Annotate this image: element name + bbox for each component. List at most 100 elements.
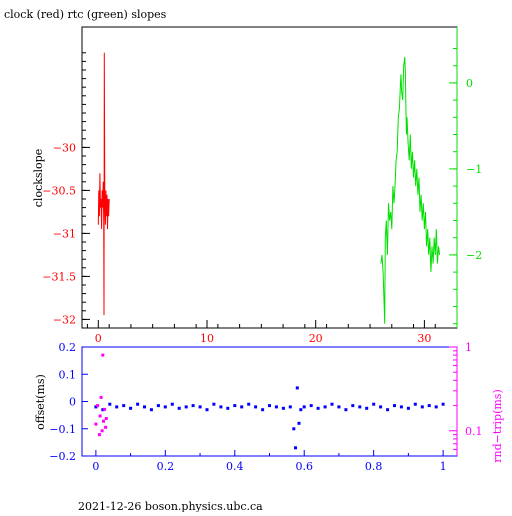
series-magenta-point: [97, 433, 101, 437]
bottom-right-tick-label: 0.1: [465, 425, 483, 438]
series-blue-point: [309, 404, 313, 408]
series-blue-point: [101, 408, 105, 412]
top-right-tick-label: −2: [466, 249, 482, 262]
bottom-x-tick-label: 0.4: [226, 460, 244, 473]
series-blue-point: [198, 405, 202, 409]
bottom-right-tick-label: 1: [465, 341, 472, 354]
series-blue-point: [330, 402, 334, 406]
series-blue-point: [358, 405, 362, 409]
series-blue-point: [434, 405, 438, 409]
series-blue-point: [143, 405, 146, 409]
series-blue-point: [302, 405, 306, 409]
series-blue-point: [156, 404, 160, 408]
series-blue-point: [379, 405, 383, 409]
series-blue-point: [386, 408, 390, 412]
bottom-left-tick-label: 0.2: [59, 341, 77, 354]
series-blue-point: [268, 404, 271, 408]
top-x-tick-label: 10: [200, 332, 214, 345]
top-x-axis: 0 10 20 30: [86, 320, 436, 345]
bottom-x-axis: 0 0.2 0.4 0.6 0.8 1: [92, 450, 447, 473]
bottom-x-tick-label: 0.2: [157, 460, 175, 473]
series-magenta-point: [101, 353, 105, 357]
series-green-line: [380, 57, 441, 324]
series-magenta-point: [100, 429, 104, 433]
series-blue-point: [413, 402, 417, 406]
series-blue-point: [219, 405, 223, 409]
bottom-left-tick-label: 0: [69, 396, 76, 409]
series-magenta-point: [99, 395, 103, 399]
series-blue-point: [122, 404, 126, 408]
series-blue-point: [365, 406, 369, 410]
series-blue-point: [281, 406, 285, 410]
bottom-series: [94, 353, 445, 450]
chart-title: clock (red) rtc (green) slopes: [4, 8, 167, 21]
series-blue-point: [184, 405, 188, 409]
bottom-left-axis: 0.2 0.1 0 −0.1 −0.2: [49, 341, 88, 463]
bottom-plot-frame: [81, 346, 458, 457]
series-blue-point: [240, 405, 244, 409]
top-series: [97, 52, 441, 324]
series-magenta-point: [104, 425, 108, 429]
series-magenta-point: [103, 407, 107, 411]
series-blue-point: [351, 404, 355, 408]
top-left-axis: −30 −30.5 −31 −31.5 −32: [42, 52, 90, 326]
top-plot-frame: [81, 26, 458, 329]
series-magenta-point: [96, 404, 100, 408]
series-blue-point: [129, 406, 133, 410]
top-x-tick-label: 30: [417, 332, 431, 345]
series-magenta-point: [104, 417, 108, 420]
series-blue-point: [372, 402, 376, 406]
series-red-line: [97, 52, 110, 316]
series-blue-point: [316, 406, 320, 410]
series-blue-point: [205, 408, 209, 412]
bottom-y2-axis-label: rnd−trip(ms): [491, 389, 504, 463]
series-blue-point: [323, 405, 327, 409]
series-blue-point: [406, 406, 410, 410]
top-left-tick-label: −32: [53, 313, 76, 326]
top-left-tick-label: −30.5: [42, 184, 76, 197]
series-blue-point: [115, 405, 119, 409]
series-magenta-point: [102, 419, 105, 423]
top-left-tick-label: −30: [53, 141, 76, 154]
series-blue-point: [149, 408, 153, 412]
series-blue-point: [274, 405, 278, 409]
bottom-x-tick-label: 1: [440, 460, 447, 473]
series-blue-point: [297, 421, 301, 425]
series-blue-point: [233, 404, 237, 408]
series-blue-point: [108, 402, 112, 406]
bottom-left-tick-label: −0.2: [49, 450, 76, 463]
series-blue-point: [261, 408, 265, 412]
series-blue-point: [295, 386, 299, 390]
bottom-left-tick-label: 0.1: [59, 368, 77, 381]
series-blue-point: [393, 404, 396, 408]
series-blue-point: [254, 405, 258, 409]
bottom-y-axis-label: offset(ms): [34, 374, 47, 430]
series-blue-point: [288, 405, 292, 409]
top-right-axis: 0 −1 −2: [449, 27, 482, 328]
series-blue-point: [212, 402, 216, 406]
series-blue-point: [441, 402, 445, 406]
bottom-left-tick-label: −0.1: [49, 423, 76, 436]
series-blue-point: [177, 406, 181, 410]
bottom-x-tick-label: 0.8: [365, 460, 383, 473]
series-blue-point: [191, 404, 195, 408]
series-blue-point: [163, 405, 167, 409]
series-blue-point: [337, 405, 341, 409]
top-left-tick-label: −31: [53, 227, 76, 240]
bottom-x-tick-label: 0.6: [295, 460, 313, 473]
series-blue-point: [226, 406, 230, 410]
series-blue-point: [399, 405, 403, 409]
series-blue-point: [170, 402, 174, 406]
bottom-x-tick-label: 0: [92, 460, 99, 473]
series-blue-point: [420, 405, 424, 409]
series-blue-point: [247, 402, 251, 406]
top-left-tick-label: −31.5: [42, 270, 76, 283]
top-right-tick-label: −1: [466, 163, 482, 176]
series-magenta-point: [94, 422, 98, 426]
series-blue-point: [294, 446, 297, 450]
series-blue-point: [94, 405, 98, 409]
series-magenta-point: [98, 414, 102, 418]
top-right-tick-label: 0: [466, 77, 473, 90]
bottom-right-axis: 10.1: [449, 341, 483, 456]
